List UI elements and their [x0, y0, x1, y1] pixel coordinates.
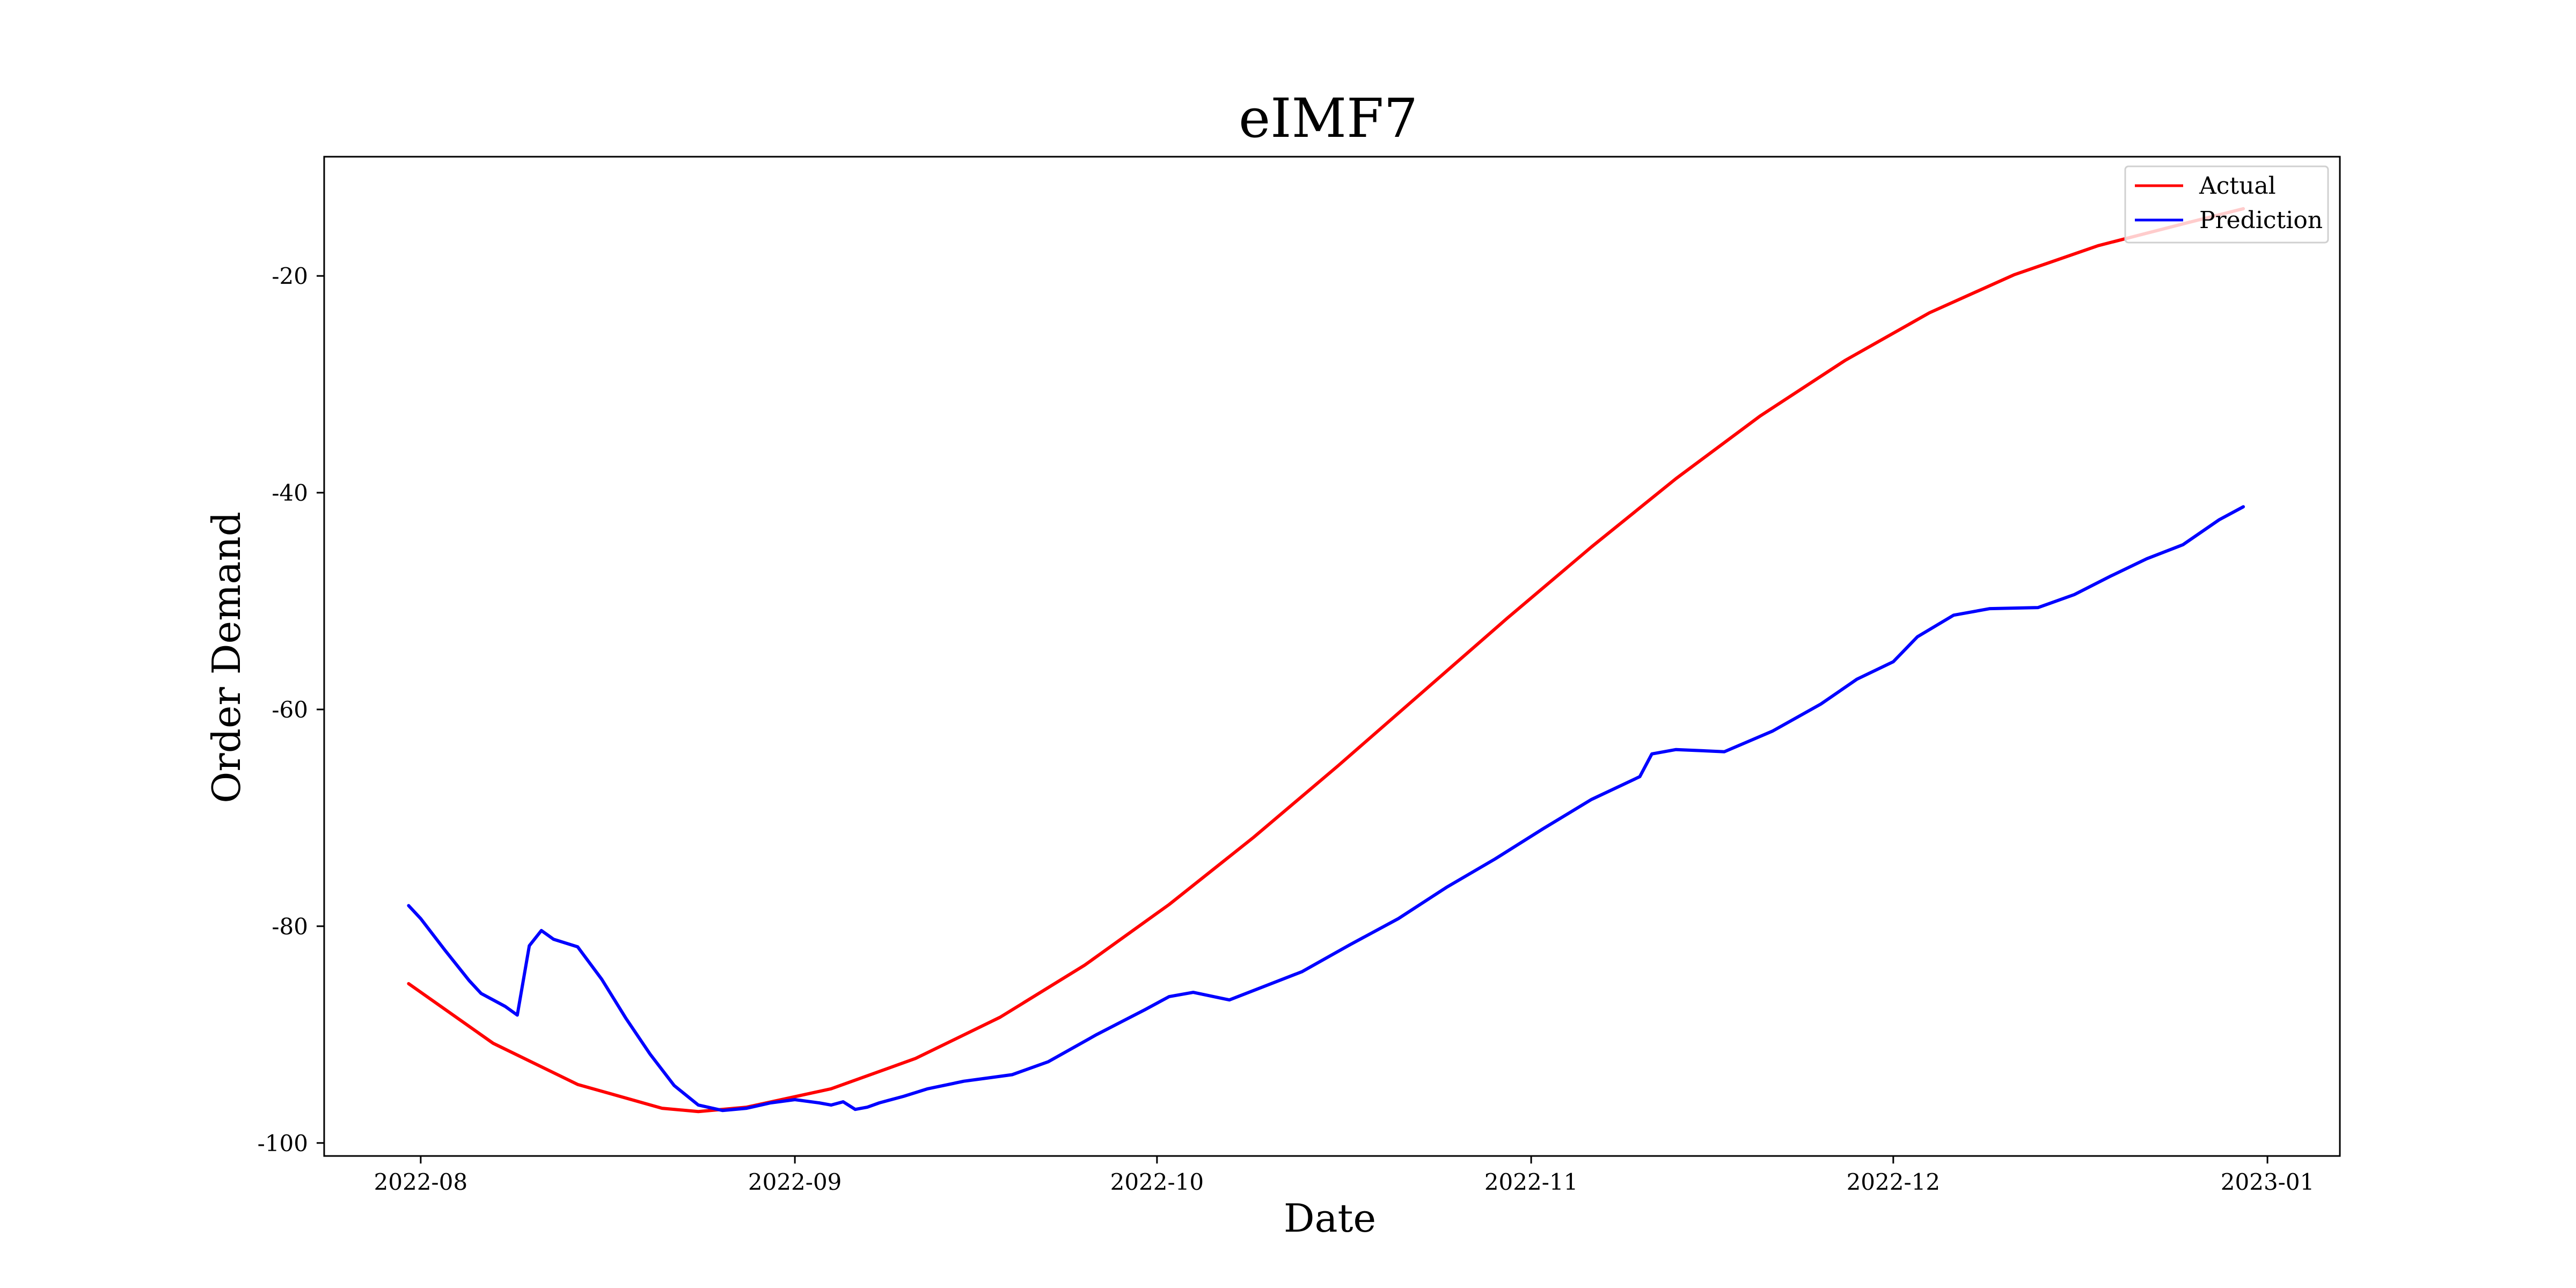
plot-area-frame: [323, 156, 2341, 1157]
x-tick-label: 2022-11: [1484, 1169, 1578, 1195]
y-tick-label: -60: [272, 697, 308, 723]
y-tick-label: -80: [272, 913, 308, 940]
x-tick-label: 2022-08: [374, 1169, 468, 1195]
x-tick-label: 2022-10: [1110, 1169, 1204, 1195]
x-tick-label: 2023-01: [2221, 1169, 2315, 1195]
legend-label-prediction: Prediction: [2199, 207, 2323, 234]
chart-title: eIMF7: [1239, 87, 1418, 150]
y-tick-label: -20: [272, 263, 308, 289]
x-axis: 2022-08 2022-09 2022-10 2022-11 2022-12 2023-…: [374, 1156, 2315, 1195]
y-axis-title: Order Demand: [204, 511, 249, 803]
legend-label-actual: Actual: [2199, 172, 2276, 200]
series-line-actual: [407, 207, 2245, 1114]
x-tick-label: 2022-09: [748, 1169, 842, 1195]
series-layer: [407, 207, 2245, 1114]
x-tick-label: 2022-12: [1847, 1169, 1941, 1195]
y-axis: -20 -40 -60 -80 -100: [258, 263, 324, 1157]
series-line-prediction: [407, 505, 2245, 1113]
y-tick-label: -100: [258, 1130, 308, 1157]
y-tick-label: -40: [272, 480, 308, 506]
legend: Actual Prediction: [2124, 165, 2329, 244]
x-axis-title: Date: [1284, 1196, 1376, 1241]
